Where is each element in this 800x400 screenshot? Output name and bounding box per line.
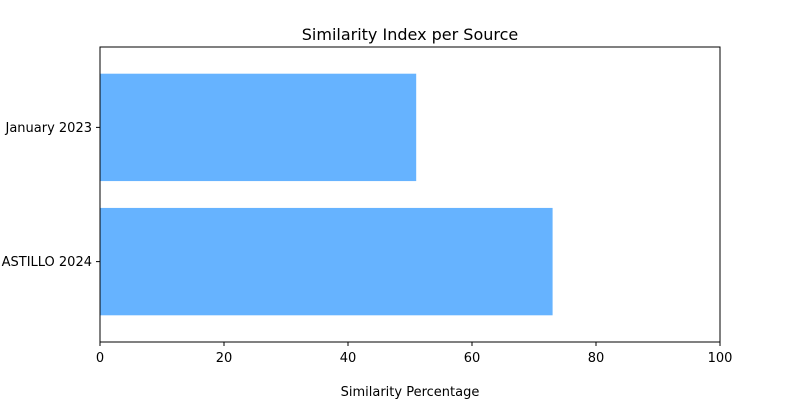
x-tick-label: 100: [708, 351, 733, 366]
x-tick-label: 0: [96, 351, 104, 366]
x-tick-label: 80: [588, 351, 605, 366]
y-tick-label: ASTILLO 2024: [2, 255, 92, 270]
x-tick-label: 40: [340, 351, 357, 366]
bar-1: [100, 73, 417, 182]
bar-2: [100, 207, 553, 316]
bars-layer: [100, 73, 553, 316]
chart-title: Similarity Index per Source: [302, 25, 518, 44]
y-tick-label: January 2023: [5, 121, 93, 136]
x-axis-label: Similarity Percentage: [341, 385, 480, 400]
x-tick-label: 20: [216, 351, 233, 366]
ticks-layer: January 2023 ASTILLO 2024 0 20 40 60 80 100: [2, 121, 733, 366]
plot-frame: [99, 46, 721, 343]
x-tick-label: 60: [464, 351, 481, 366]
